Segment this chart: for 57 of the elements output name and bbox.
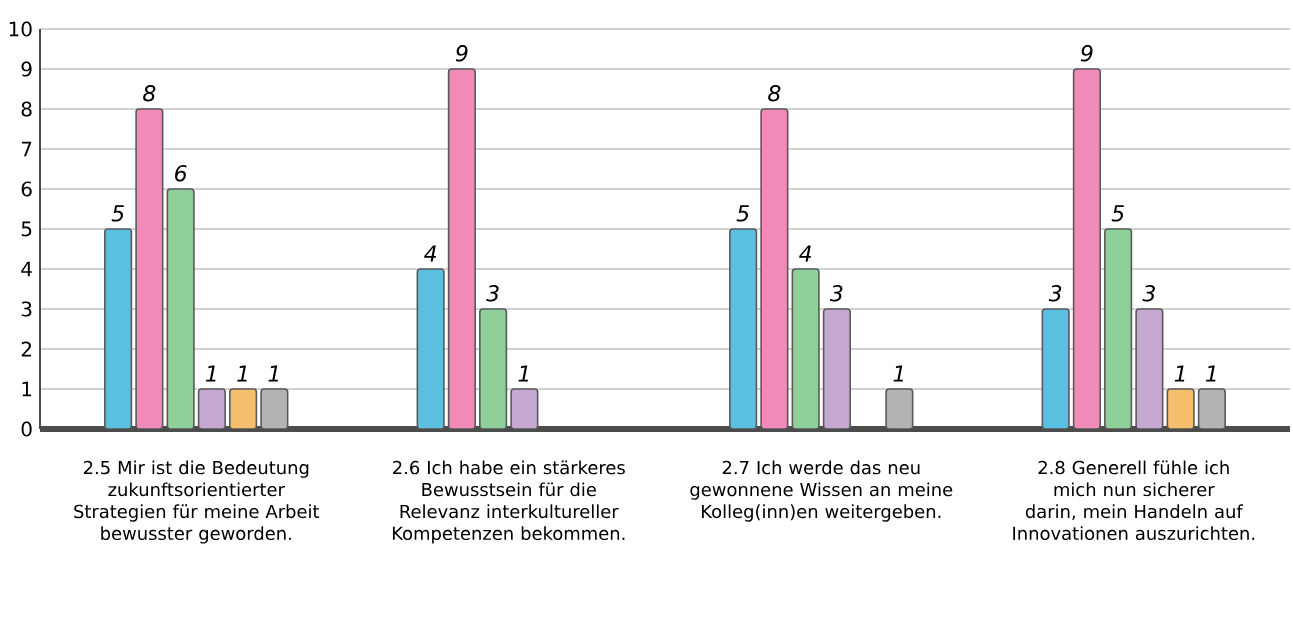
y-tick-label: 0 [21, 421, 32, 437]
bar [229, 388, 258, 429]
x-tick-label: 2.6 Ich habe ein stärkeres Bewusstsein für die Relevanz interkultureller Kompetenzen bekommen. [392, 460, 625, 544]
data-label: 1 [1174, 365, 1185, 382]
data-label: 4 [424, 245, 437, 262]
data-label: 1 [237, 365, 247, 382]
y-tick-label: 9 [21, 61, 32, 77]
bar [166, 188, 195, 429]
bar [479, 308, 508, 429]
data-label: 3 [1048, 285, 1062, 302]
bar [135, 108, 164, 429]
data-label: 6 [175, 165, 187, 182]
data-label: 3 [829, 285, 843, 302]
y-tick-label: 1 [22, 381, 32, 397]
data-label: 8 [768, 85, 781, 102]
data-label: 1 [518, 365, 529, 382]
data-label: 9 [455, 45, 468, 62]
bar [104, 228, 133, 429]
y-tick-label: 2 [21, 341, 31, 357]
data-label: 1 [268, 365, 279, 382]
x-tick-label: 2.7 Ich werde das neu gewonnene Wissen an meine Kolleg(inn)en weitergeben. [690, 460, 953, 522]
bar [791, 268, 820, 429]
data-label: 5 [111, 205, 124, 222]
y-tick-label: 3 [21, 301, 32, 317]
x-tick-label: 2.5 Mir ist die Bedeutung zukunftsorientierter Strategien für meine Arbeit bewusster geworden. [74, 460, 320, 544]
data-label: 8 [143, 85, 156, 102]
bar [1166, 388, 1195, 429]
bar [822, 308, 851, 429]
bar [1104, 228, 1133, 429]
bar [416, 268, 445, 429]
x-tick-label: 2.8 Generell fühle ich mich nun sicherer darin, mein Handeln auf Innovationen auszurichten. [1013, 460, 1255, 541]
bar [1197, 388, 1226, 429]
y-tick-label: 5 [21, 221, 32, 237]
bar [729, 228, 758, 429]
bar [447, 68, 476, 429]
bar [760, 108, 789, 429]
y-tick-label: 7 [21, 141, 32, 157]
data-label: 9 [1080, 45, 1093, 62]
bar [197, 388, 226, 429]
data-label: 3 [486, 285, 499, 302]
bar [1041, 308, 1070, 429]
y-tick-label: 6 [21, 181, 32, 197]
data-label: 4 [799, 245, 812, 262]
bar [260, 388, 289, 429]
bar [510, 388, 539, 429]
bar [1135, 308, 1164, 429]
y-tick-label: 8 [21, 101, 32, 117]
y-tick-label: 10 [9, 21, 32, 37]
data-label: 1 [1205, 365, 1216, 382]
data-label: 5 [1111, 205, 1124, 222]
data-label: 3 [1142, 285, 1155, 302]
y-tick-label: 4 [21, 261, 32, 277]
data-label: 5 [736, 205, 749, 222]
bar [1072, 68, 1101, 429]
bar [885, 388, 914, 429]
data-label: 1 [205, 365, 216, 382]
data-label: 1 [893, 365, 904, 382]
